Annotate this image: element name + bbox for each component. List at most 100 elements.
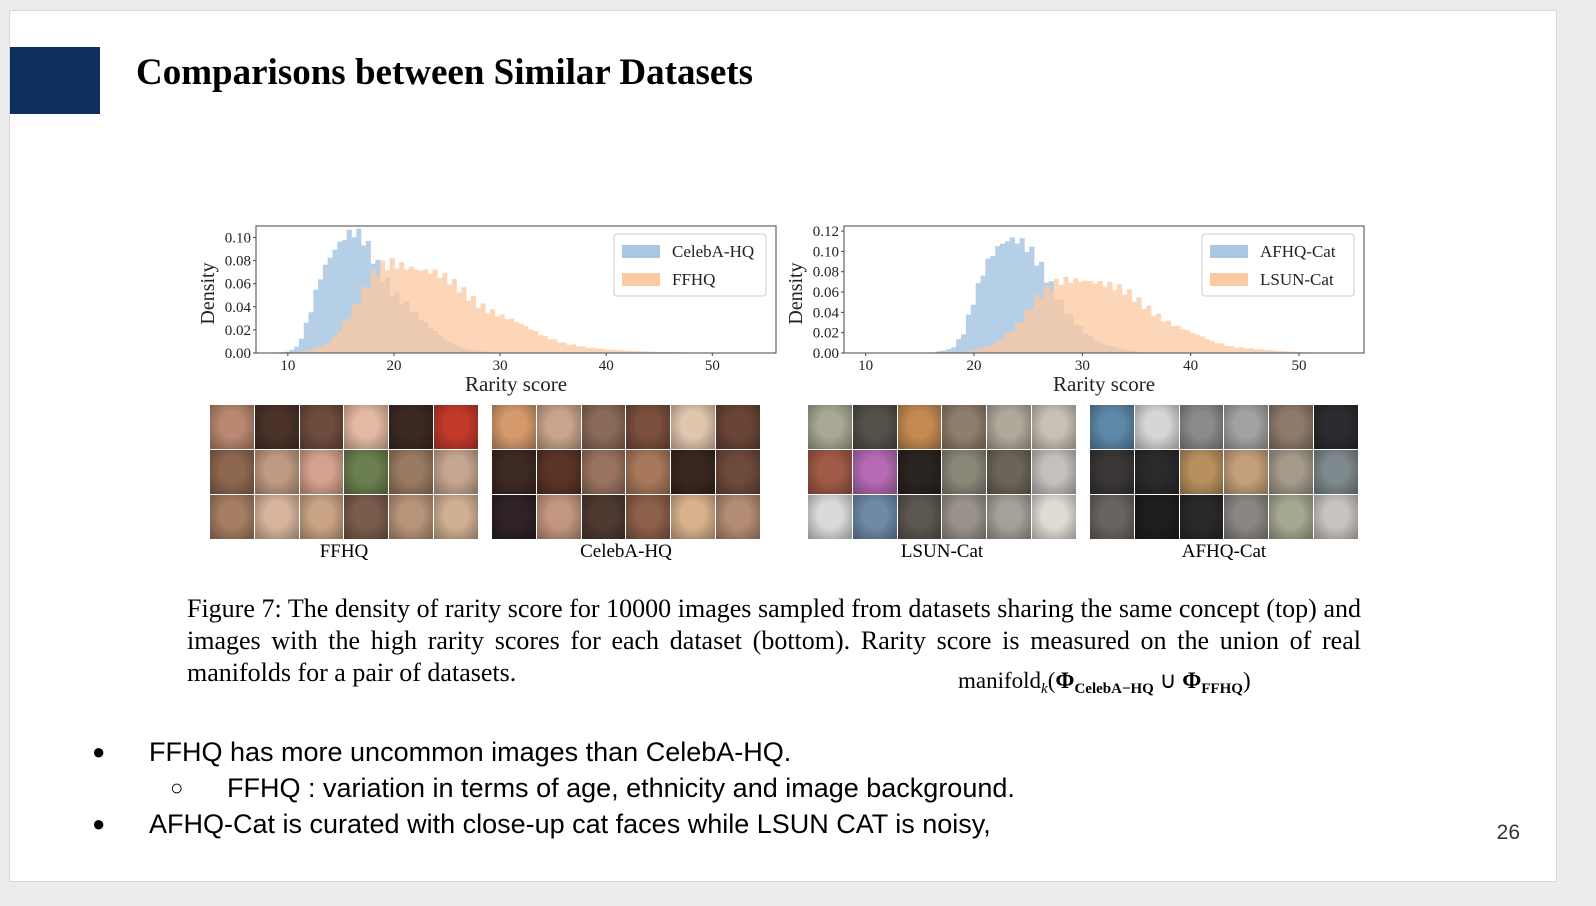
hist-bar bbox=[1141, 309, 1147, 353]
hist-bar bbox=[575, 346, 582, 353]
hist-bar bbox=[951, 347, 957, 353]
grid-label-celeba-hq: CelebA-HQ bbox=[580, 541, 672, 562]
hist-bar bbox=[365, 288, 371, 353]
hist-bar bbox=[346, 229, 352, 353]
hist-bar bbox=[1009, 331, 1015, 353]
hist-bar bbox=[303, 351, 309, 353]
hist-bar bbox=[394, 268, 400, 353]
bullet-text: FFHQ has more uncommon images than Celeb… bbox=[149, 737, 792, 767]
hist-bar bbox=[518, 323, 524, 353]
bullet-dot-icon: ● bbox=[92, 739, 106, 764]
x-tick-label: 30 bbox=[493, 358, 508, 374]
cat-thumbnail bbox=[1134, 450, 1179, 494]
hist-bar bbox=[1248, 348, 1254, 353]
cat-thumbnail bbox=[942, 495, 987, 539]
formula-prefix: manifold bbox=[958, 668, 1042, 693]
hist-bar bbox=[485, 312, 491, 353]
y-tick-label: 0.02 bbox=[225, 323, 251, 339]
y-axis-label: Density bbox=[197, 262, 219, 324]
cat-thumbnail bbox=[808, 405, 852, 449]
formula-k: k bbox=[1041, 681, 1048, 697]
hist-bar bbox=[1009, 237, 1015, 353]
hist-bar bbox=[294, 346, 300, 353]
hist-bar bbox=[447, 284, 453, 353]
hist-bar bbox=[313, 289, 319, 353]
x-tick-label: 40 bbox=[1183, 358, 1198, 374]
slide-title: Comparisons between Similar Datasets bbox=[136, 52, 753, 93]
grid-label-ffhq: FFHQ bbox=[319, 541, 369, 562]
hist-bar bbox=[1039, 298, 1045, 353]
hist-bar bbox=[1058, 284, 1064, 353]
cat-thumbnail bbox=[1224, 450, 1269, 494]
face-thumbnail bbox=[536, 495, 581, 539]
hist-bar bbox=[490, 309, 496, 353]
hist-bar bbox=[337, 331, 343, 353]
x-tick-label: 40 bbox=[599, 358, 614, 374]
hist-bar bbox=[1273, 350, 1279, 353]
hist-bar bbox=[461, 287, 467, 353]
hist-bar bbox=[970, 350, 976, 353]
hist-bar bbox=[990, 344, 996, 353]
cat-thumbnail bbox=[1314, 405, 1358, 449]
hist-bar bbox=[1170, 326, 1176, 353]
hist-bar bbox=[404, 269, 410, 353]
y-tick-label: 0.04 bbox=[225, 300, 252, 316]
hist-bar bbox=[427, 273, 433, 353]
face-thumbnail bbox=[299, 495, 344, 539]
cat-thumbnail bbox=[987, 495, 1032, 539]
face-thumbnail bbox=[299, 450, 344, 494]
cat-thumbnail bbox=[1269, 405, 1314, 449]
bullet-list: ● FFHQ has more uncommon images than Cele… bbox=[88, 734, 1015, 842]
hist-bar bbox=[595, 348, 601, 353]
hist-bar bbox=[1014, 323, 1020, 353]
face-thumbnail bbox=[389, 450, 434, 494]
hist-bar bbox=[1000, 243, 1006, 353]
face-thumbnail bbox=[434, 495, 478, 539]
hist-bar bbox=[1199, 336, 1206, 353]
hist-bar bbox=[1097, 281, 1103, 353]
y-tick-label: 0.00 bbox=[813, 346, 839, 362]
slide: Comparisons between Similar Datasets 0.0… bbox=[9, 10, 1557, 882]
hist-bar bbox=[961, 351, 967, 353]
series-ffhq bbox=[289, 258, 701, 353]
cat-thumbnail bbox=[1032, 495, 1076, 539]
hist-bar bbox=[1131, 301, 1137, 353]
hist-bar bbox=[623, 350, 629, 353]
hist-bar bbox=[341, 321, 348, 353]
face-thumbnail bbox=[671, 450, 716, 494]
hist-bar bbox=[509, 318, 515, 353]
cat-thumbnail bbox=[852, 450, 897, 494]
hist-bar bbox=[580, 346, 586, 353]
hist-bar bbox=[322, 264, 328, 353]
hist-bar bbox=[418, 270, 424, 353]
hist-bar bbox=[1224, 345, 1230, 353]
cat-thumbnail bbox=[1032, 405, 1076, 449]
hist-bar bbox=[313, 347, 319, 353]
hist-bar bbox=[537, 335, 543, 353]
bullet-dot-icon: ● bbox=[92, 811, 106, 836]
hist-bar bbox=[1019, 238, 1025, 353]
cat-thumbnail bbox=[1179, 405, 1224, 449]
hist-bar bbox=[556, 342, 562, 353]
face-thumbnail bbox=[581, 405, 626, 449]
hist-bar bbox=[356, 303, 362, 353]
x-tick-label: 10 bbox=[858, 358, 873, 374]
y-tick-label: 0.10 bbox=[813, 244, 839, 260]
hist-bar bbox=[1243, 348, 1249, 353]
hist-bar bbox=[532, 330, 539, 353]
hist-bar bbox=[571, 344, 577, 353]
bullet-item: ○ FFHQ : variation in terms of age, ethni… bbox=[88, 770, 1015, 806]
face-thumbnail bbox=[492, 495, 536, 539]
hist-bar bbox=[528, 329, 534, 353]
hist-bar bbox=[1034, 294, 1040, 353]
hist-bar bbox=[1073, 278, 1079, 353]
hist-bar bbox=[442, 272, 448, 353]
hist-bar bbox=[1195, 334, 1201, 353]
y-tick-label: 0.02 bbox=[813, 326, 839, 342]
face-thumbnail bbox=[626, 450, 671, 494]
cat-thumbnail bbox=[942, 450, 987, 494]
hist-bar bbox=[1029, 309, 1035, 353]
face-thumbnail bbox=[671, 495, 716, 539]
legend-label: LSUN-Cat bbox=[1260, 270, 1334, 289]
density-chart-cats: 0.00 0.02 0.04 0.06 0.08 0.10 0.12 10 20 30 40 50 Ra… bbox=[766, 223, 1366, 403]
